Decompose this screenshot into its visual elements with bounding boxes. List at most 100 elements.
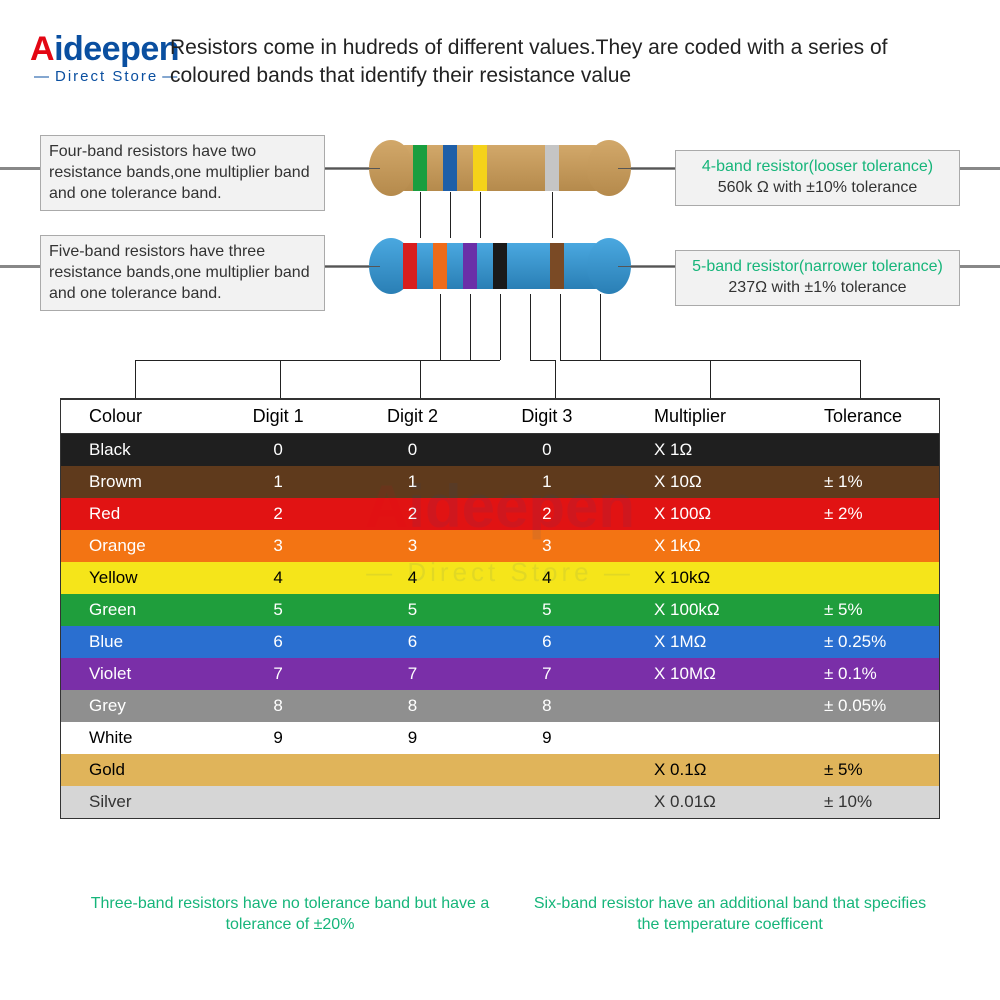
table-cell: 2 xyxy=(480,498,614,530)
table-cell: 1 xyxy=(211,466,345,498)
table-cell: 2 xyxy=(345,498,479,530)
table-cell xyxy=(784,530,939,562)
table-cell xyxy=(614,722,784,754)
table-cell: ± 5% xyxy=(784,754,939,786)
table-cell: Violet xyxy=(61,658,211,690)
color-code-table: ColourDigit 1Digit 2Digit 3MultiplierTol… xyxy=(60,398,940,819)
table-cell: 4 xyxy=(211,562,345,594)
table-cell: 0 xyxy=(480,434,614,467)
table-row: Red222X 100Ω± 2% xyxy=(61,498,939,530)
table-cell: X 100Ω xyxy=(614,498,784,530)
table-cell: 5 xyxy=(211,594,345,626)
caption-4band-title: 4-band resistor(looser tolerance) xyxy=(684,157,951,178)
table-cell xyxy=(784,722,939,754)
table-header: Digit 3 xyxy=(480,400,614,434)
table-cell xyxy=(345,754,479,786)
table-header: Colour xyxy=(61,400,211,434)
color-band xyxy=(550,243,564,289)
table-row: White999 xyxy=(61,722,939,754)
table-cell: 1 xyxy=(480,466,614,498)
table-row: Green555X 100kΩ± 5% xyxy=(61,594,939,626)
table-cell xyxy=(211,754,345,786)
color-band xyxy=(403,243,417,289)
table-cell: Blue xyxy=(61,626,211,658)
table-cell: 8 xyxy=(480,690,614,722)
table-row: GoldX 0.1Ω± 5% xyxy=(61,754,939,786)
table-cell xyxy=(345,786,479,818)
table-cell: 0 xyxy=(211,434,345,467)
caption-5band-left: Five-band resistors have three resistanc… xyxy=(40,235,325,311)
table-cell: 4 xyxy=(345,562,479,594)
table-cell: White xyxy=(61,722,211,754)
table-cell: 5 xyxy=(345,594,479,626)
logo-subtitle: Direct Store xyxy=(30,68,183,85)
table-cell: ± 0.1% xyxy=(784,658,939,690)
table-cell: 3 xyxy=(480,530,614,562)
table-row: Silver X 0.01Ω± 10% xyxy=(61,786,939,818)
caption-4band-left: Four-band resistors have two resistance … xyxy=(40,135,325,211)
table-cell: Green xyxy=(61,594,211,626)
caption-4band-right: 4-band resistor(looser tolerance) 560k Ω… xyxy=(675,150,960,206)
footnote-3band: Three-band resistors have no tolerance b… xyxy=(90,894,490,936)
color-band xyxy=(473,145,487,191)
table-cell: X 10Ω xyxy=(614,466,784,498)
table-cell: 7 xyxy=(345,658,479,690)
table-cell: 5 xyxy=(480,594,614,626)
table-row: Browm111X 10Ω± 1% xyxy=(61,466,939,498)
table-cell: Black xyxy=(61,434,211,467)
table-cell: X 1Ω xyxy=(614,434,784,467)
table-cell: 6 xyxy=(211,626,345,658)
color-band xyxy=(413,145,427,191)
table-cell xyxy=(211,786,345,818)
table-cell: 9 xyxy=(345,722,479,754)
color-band xyxy=(493,243,507,289)
table-cell: 9 xyxy=(480,722,614,754)
table-cell xyxy=(480,786,614,818)
table-cell: 6 xyxy=(480,626,614,658)
table-cell: ± 2% xyxy=(784,498,939,530)
table-cell: Orange xyxy=(61,530,211,562)
table-cell: ± 0.05% xyxy=(784,690,939,722)
table-cell: 3 xyxy=(211,530,345,562)
color-band xyxy=(463,243,477,289)
caption-5band-title: 5-band resistor(narrower tolerance) xyxy=(684,257,951,278)
footnote-6band: Six-band resistor have an additional ban… xyxy=(530,894,930,936)
table-cell: Browm xyxy=(61,466,211,498)
table-cell: X 10MΩ xyxy=(614,658,784,690)
table-cell xyxy=(480,754,614,786)
table-cell xyxy=(784,562,939,594)
table-cell: 7 xyxy=(211,658,345,690)
table-cell: ± 5% xyxy=(784,594,939,626)
table-cell: ± 10% xyxy=(784,786,939,818)
table-header: Tolerance xyxy=(784,400,939,434)
table-cell: 7 xyxy=(480,658,614,690)
logo-rest: ideepen xyxy=(54,30,179,68)
table-cell: 8 xyxy=(345,690,479,722)
table-cell: ± 1% xyxy=(784,466,939,498)
table-cell xyxy=(614,690,784,722)
table-cell: X 0.01Ω xyxy=(614,786,784,818)
table-header: Digit 1 xyxy=(211,400,345,434)
resistor-4band xyxy=(369,140,631,196)
color-band xyxy=(443,145,457,191)
logo: Aideepen xyxy=(30,30,179,69)
table-cell: 8 xyxy=(211,690,345,722)
table-cell: 2 xyxy=(211,498,345,530)
table-cell: ± 0.25% xyxy=(784,626,939,658)
table-cell: 0 xyxy=(345,434,479,467)
table-cell: Grey xyxy=(61,690,211,722)
table-cell: X 100kΩ xyxy=(614,594,784,626)
table-cell: 1 xyxy=(345,466,479,498)
table-row: Orange333X 1kΩ xyxy=(61,530,939,562)
table-cell: X 1kΩ xyxy=(614,530,784,562)
table-cell: 4 xyxy=(480,562,614,594)
table-cell: X 1MΩ xyxy=(614,626,784,658)
table-cell: X 10kΩ xyxy=(614,562,784,594)
table-row: Violet777X 10MΩ± 0.1% xyxy=(61,658,939,690)
table-cell xyxy=(784,434,939,467)
table-row: Yellow444X 10kΩ xyxy=(61,562,939,594)
caption-5band-right: 5-band resistor(narrower tolerance) 237Ω… xyxy=(675,250,960,306)
caption-5band-value: 237Ω with ±1% tolerance xyxy=(684,278,951,299)
resistor-5band xyxy=(369,238,631,294)
table-cell: Silver xyxy=(61,786,211,818)
